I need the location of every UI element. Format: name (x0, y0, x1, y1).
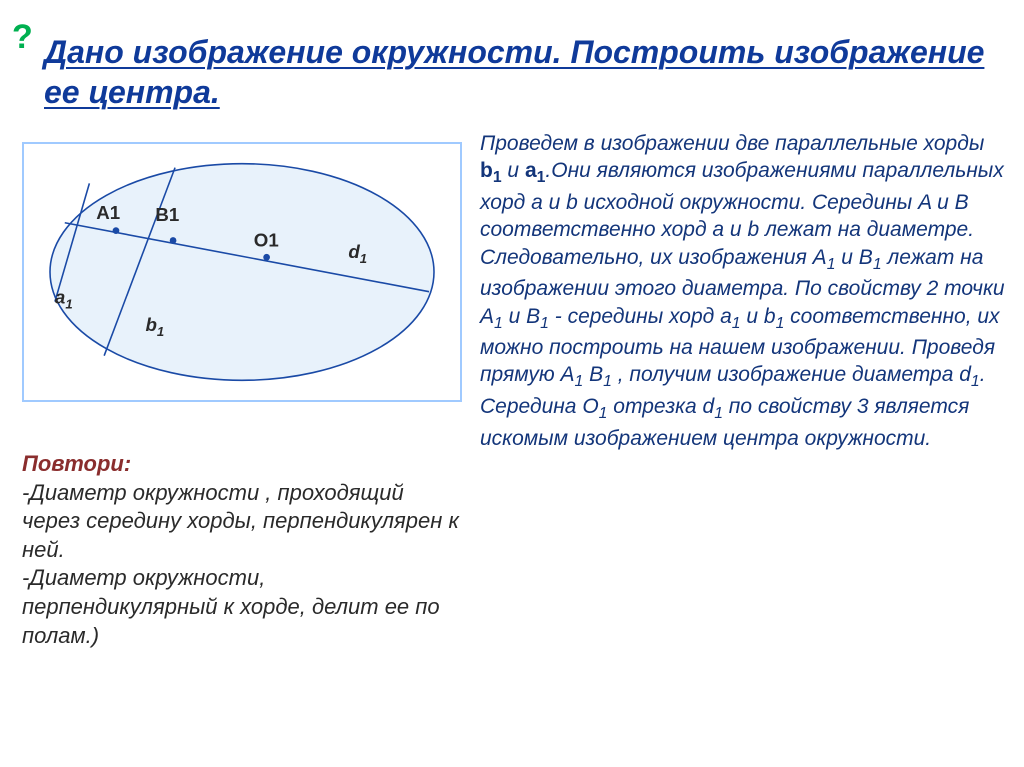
explanation-text: Проведем в изображении две параллельные … (480, 130, 1010, 452)
help-icon: ? (12, 18, 33, 57)
recall-body: -Диаметр окружности , проходящий через с… (22, 480, 459, 648)
slide-title: Дано изображение окружности. Построить и… (44, 32, 1004, 112)
svg-text:B1: B1 (155, 204, 179, 225)
diagram: A1B1O1d1a1b1 (22, 142, 462, 402)
svg-text:O1: O1 (254, 229, 279, 250)
svg-text:A1: A1 (96, 202, 120, 223)
slide: ? Дано изображение окружности. Построить… (0, 0, 1024, 767)
diagram-svg: A1B1O1d1a1b1 (24, 144, 460, 400)
recall-heading: Повтори: (22, 451, 131, 476)
recall-block: Повтори: -Диаметр окружности , проходящи… (22, 450, 462, 650)
